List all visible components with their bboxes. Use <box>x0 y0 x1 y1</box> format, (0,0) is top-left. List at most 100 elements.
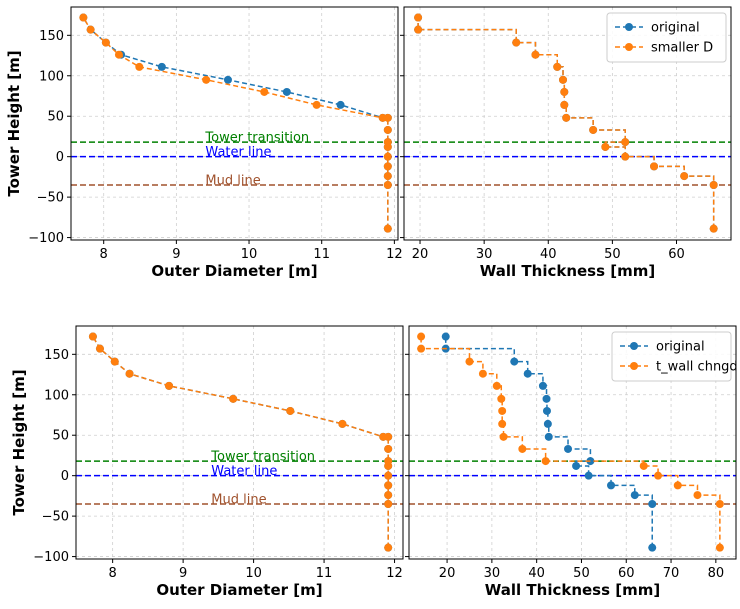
data-point <box>498 419 507 428</box>
x-tick-label: 8 <box>109 566 117 581</box>
legend-label: original <box>656 340 705 355</box>
x-tick-label: 80 <box>708 566 725 581</box>
data-point <box>383 224 392 233</box>
x-tick-label: 40 <box>528 566 545 581</box>
data-point <box>384 543 393 552</box>
x-tick-label: 12 <box>386 566 403 581</box>
legend-label: t_wall chngd <box>656 360 738 375</box>
data-point <box>414 25 423 34</box>
data-point <box>336 100 345 109</box>
data-point <box>88 332 97 341</box>
data-point <box>165 381 174 390</box>
data-point <box>383 162 392 171</box>
plot-frame <box>70 6 399 241</box>
x-tick-label: 70 <box>663 566 680 581</box>
annotation-water: Water line <box>205 145 271 160</box>
data-point <box>510 357 519 366</box>
x-tick-label: 60 <box>618 566 635 581</box>
y-tick-label: −50 <box>37 191 64 206</box>
annotation-transition: Tower transition <box>204 131 309 146</box>
data-point <box>709 224 718 233</box>
x-tick-label: 60 <box>668 247 685 262</box>
y-tick-label: 150 <box>39 29 64 44</box>
x-tick-label: 8 <box>100 247 108 262</box>
data-point <box>260 87 269 96</box>
data-point <box>312 100 321 109</box>
x-tick-label: 9 <box>172 247 180 262</box>
data-point <box>417 344 426 353</box>
data-point <box>114 50 123 59</box>
data-point <box>384 457 393 466</box>
data-point <box>125 369 134 378</box>
data-point <box>715 543 724 552</box>
data-point <box>560 100 569 109</box>
plot-frame <box>408 325 737 560</box>
data-point <box>79 13 88 22</box>
data-point <box>531 50 540 59</box>
data-point <box>417 332 426 341</box>
data-point <box>223 75 232 84</box>
data-point <box>383 125 392 134</box>
data-point <box>607 481 616 490</box>
x-tick-label: 30 <box>484 566 501 581</box>
legend-marker <box>630 342 638 350</box>
data-point <box>286 406 295 415</box>
x-axis-label: Outer Diameter [m] <box>156 581 322 599</box>
annotation-water: Water line <box>211 464 277 479</box>
data-point <box>559 75 568 84</box>
x-tick-label: 11 <box>316 566 333 581</box>
data-point <box>338 419 347 428</box>
data-point <box>693 491 702 500</box>
data-point <box>95 344 104 353</box>
data-point <box>383 138 392 147</box>
data-point <box>229 394 238 403</box>
data-point <box>541 457 550 466</box>
x-tick-label: 12 <box>386 247 403 262</box>
data-point <box>384 491 393 500</box>
data-point <box>601 142 610 151</box>
legend: original t_wall chngd <box>611 331 738 382</box>
y-tick-label: 150 <box>44 348 69 363</box>
data-point <box>282 87 291 96</box>
data-point <box>654 471 663 480</box>
x-axis-label: Outer Diameter [m] <box>151 262 317 280</box>
y-tick-label: −100 <box>28 231 64 246</box>
x-tick-label: 10 <box>241 247 258 262</box>
data-point <box>538 381 547 390</box>
data-point <box>630 491 639 500</box>
data-point <box>709 180 718 189</box>
legend-label: original <box>651 21 700 36</box>
y-tick-label: 0 <box>56 150 64 165</box>
data-point <box>584 471 593 480</box>
x-tick-label: 20 <box>439 566 456 581</box>
data-point <box>86 25 95 34</box>
data-point <box>499 432 508 441</box>
data-point <box>497 394 506 403</box>
data-point <box>572 461 581 470</box>
legend: original smaller D <box>606 12 727 63</box>
data-point <box>379 432 388 441</box>
data-point <box>378 113 387 122</box>
data-point <box>110 357 119 366</box>
x-axis-label: Wall Thickness [mm] <box>485 581 660 599</box>
plot-frame <box>403 6 732 241</box>
legend-marker <box>630 362 638 370</box>
data-point <box>542 406 551 415</box>
x-tick-label: 11 <box>313 247 330 262</box>
data-point <box>650 162 659 171</box>
x-tick-label: 10 <box>245 566 262 581</box>
data-point <box>542 394 551 403</box>
data-point <box>135 62 144 71</box>
data-point <box>478 369 487 378</box>
y-tick-label: 50 <box>47 110 64 125</box>
annotation-mud: Mud line <box>205 173 260 188</box>
legend-label: smaller D <box>651 41 713 56</box>
data-point <box>512 38 521 47</box>
data-point <box>384 471 393 480</box>
legend-marker <box>625 23 633 31</box>
x-tick-label: 40 <box>540 247 557 262</box>
y-axis-label: Tower Height [m] <box>10 369 28 515</box>
y-tick-label: −50 <box>42 510 69 525</box>
